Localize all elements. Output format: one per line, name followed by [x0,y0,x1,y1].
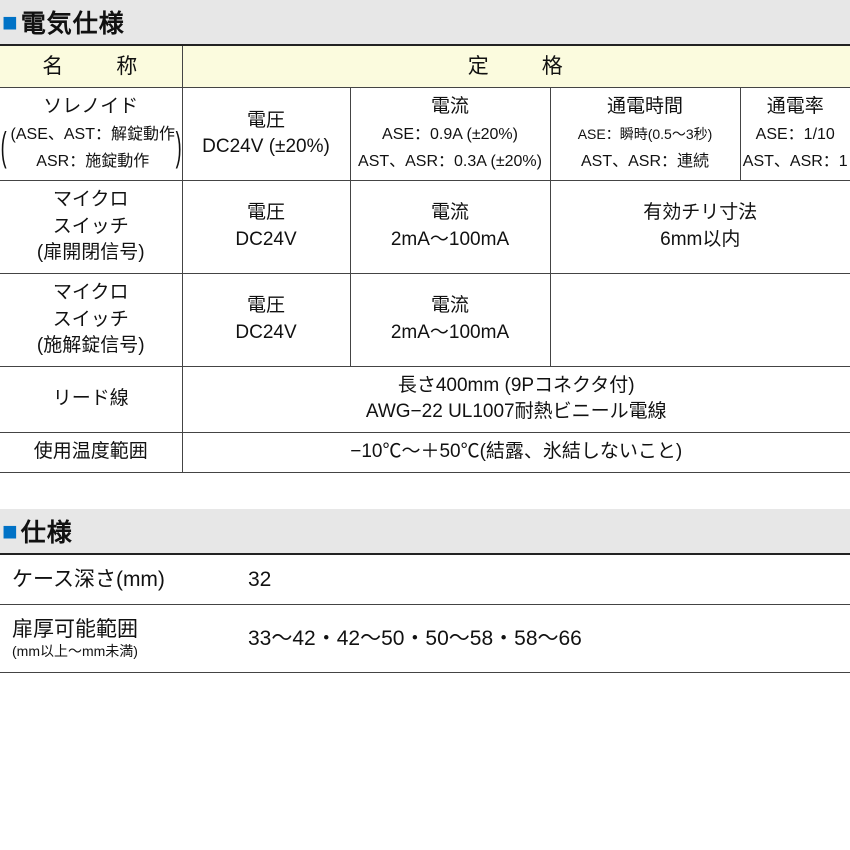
micro-lock-current-cell: 電流 2mA〜100mA [350,273,550,366]
micro-lock-name-cell: マイクロ スイッチ (施解錠信号) [0,273,182,366]
micro-lock-voltage-label: 電圧 [247,295,285,316]
case-depth-label: ケース深さ(mm) [0,555,220,605]
solenoid-voltage-cell: 電圧 DC24V (±20%) [182,88,350,181]
solenoid-current-l2: AST、ASR：0.3A (±20%) [358,153,542,170]
micro-lock-voltage-cell: 電圧 DC24V [182,273,350,366]
micro-open-chiri-label: 有効チリ寸法 [643,202,757,223]
solenoid-rate-cell: 通電率 ASE：1/10 AST、ASR：1 [740,88,850,181]
door-thick-sub: (mm以上〜mm未満) [12,642,214,662]
micro-open-current-cell: 電流 2mA〜100mA [350,181,550,274]
micro-open-name-cell: マイクロ スイッチ (扉開閉信号) [0,181,182,274]
solenoid-rate-l2: AST、ASR：1 [743,153,848,170]
solenoid-name-l2: (ASE、AST：解錠動作 [5,126,177,143]
solenoid-current-l1: ASE：0.9A (±20%) [382,126,518,143]
col-header-name: 名 称 [0,46,182,88]
solenoid-time-l1: ASE：瞬時(0.5〜3秒) [578,126,713,142]
square-icon: ■ [2,518,19,544]
micro-open-current-label: 電流 [431,202,469,223]
solenoid-voltage-label: 電圧 [247,110,285,131]
col-header-rating: 定 格 [182,46,850,88]
spec2-title: ■ 仕様 [0,509,850,555]
elec-spec-title: ■ 電気仕様 [0,0,850,46]
case-depth-val: 32 [220,555,850,605]
micro-open-chiri-cell: 有効チリ寸法 6mm以内 [550,181,850,274]
micro-open-voltage-val: DC24V [235,229,296,250]
solenoid-rate-label: 通電率 [767,96,824,117]
solenoid-time-l2: AST、ASR：連続 [581,153,709,170]
door-thick-val: 33〜42・42〜50・50〜58・58〜66 [220,604,850,672]
micro-open-current-val: 2mA〜100mA [391,229,509,250]
lead-val-l1: 長さ400mm (9Pコネクタ付) [398,375,635,396]
elec-spec-title-text: 電気仕様 [21,4,125,40]
solenoid-time-label: 通電時間 [607,96,683,117]
solenoid-rate-l1: ASE：1/10 [756,126,835,143]
micro-open-l1: マイクロ [53,189,129,210]
solenoid-voltage-val: DC24V (±20%) [202,136,330,157]
micro-open-voltage-cell: 電圧 DC24V [182,181,350,274]
solenoid-name-l3: ASR：施錠動作 [30,153,151,170]
micro-open-chiri-val: 6mm以内 [660,229,740,250]
micro-lock-empty-cell [550,273,850,366]
micro-open-l2: スイッチ [53,216,129,237]
solenoid-name-cell: ソレノイド ( (ASE、AST：解錠動作 ASR：施錠動作 ) [0,88,182,181]
micro-open-voltage-label: 電圧 [247,202,285,223]
micro-lock-voltage-val: DC24V [235,322,296,343]
square-icon: ■ [2,9,19,35]
solenoid-current-cell: 電流 ASE：0.9A (±20%) AST、ASR：0.3A (±20%) [350,88,550,181]
solenoid-name-l1: ソレノイド [43,96,138,117]
spec2-table: ケース深さ(mm) 32 扉厚可能範囲 (mm以上〜mm未満) 33〜42・42… [0,555,850,673]
micro-lock-current-val: 2mA〜100mA [391,322,509,343]
solenoid-current-label: 電流 [431,96,469,117]
door-thick-label: 扉厚可能範囲 [12,618,138,641]
lead-val-cell: 長さ400mm (9Pコネクタ付) AWG−22 UL1007耐熱ビニール電線 [182,366,850,432]
lead-val-l2: AWG−22 UL1007耐熱ビニール電線 [366,401,667,422]
solenoid-time-cell: 通電時間 ASE：瞬時(0.5〜3秒) AST、ASR：連続 [550,88,740,181]
micro-lock-l3: (施解錠信号) [37,335,145,356]
micro-lock-l1: マイクロ [53,282,129,303]
temp-val-cell: −10℃〜＋50℃(結露、氷結しないこと) [182,432,850,472]
elec-spec-table: 名 称 定 格 ソレノイド ( (ASE、AST：解錠動作 ASR：施錠動作 )… [0,46,850,473]
micro-lock-current-label: 電流 [431,295,469,316]
lead-name-cell: リード線 [0,366,182,432]
door-thick-label-cell: 扉厚可能範囲 (mm以上〜mm未満) [0,604,220,672]
micro-lock-l2: スイッチ [53,309,129,330]
spec2-title-text: 仕様 [21,513,73,549]
micro-open-l3: (扉開閉信号) [37,242,145,263]
temp-name-cell: 使用温度範囲 [0,432,182,472]
